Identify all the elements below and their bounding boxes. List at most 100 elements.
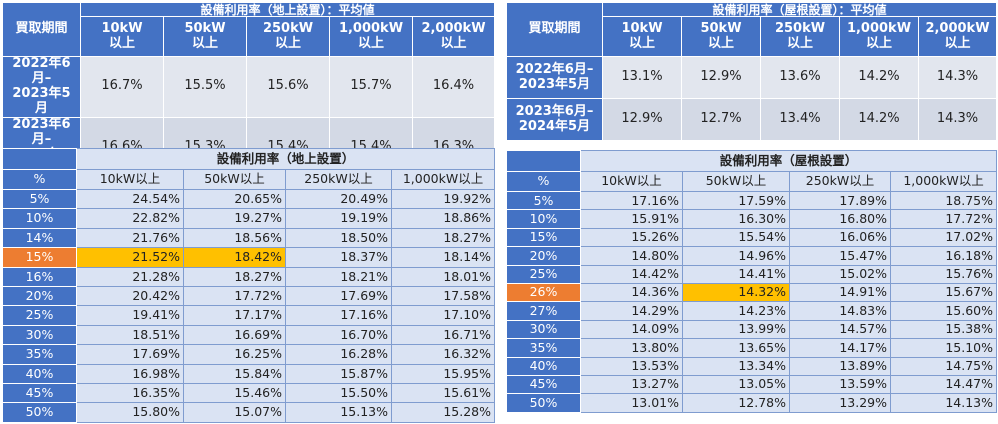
data-row: 30% 18.51% 16.69% 16.70% 16.71% [2,324,496,346]
row-header: 30% [506,319,581,340]
column-header: 10kW以上 [580,171,683,192]
cell: 22.82% [76,208,184,229]
cell: 14.2% [839,98,919,141]
cell: 18.42% [183,247,286,268]
title-row: 設備利用率（地上設置） [2,148,496,170]
cell: 13.80% [580,338,683,358]
data-row: 35% 13.80% 13.65% 14.17% 15.10% [506,338,998,358]
cell: 20.42% [76,285,184,307]
cell: 14.96% [682,246,790,266]
data-row: 25% 14.42% 14.41% 15.02% 15.76% [506,264,998,284]
cell: 17.72% [889,209,998,229]
cell: 14.17% [789,338,891,358]
row-header: 5% [506,190,581,211]
cell: 13.59% [789,374,891,395]
cell: 19.19% [285,208,392,229]
data-row: 2022年6月– 2023年5月 13.1% 12.9% 13.6% 14.2% 14.3… [506,56,997,99]
row-header: 16% [2,266,77,287]
cell: 18.14% [390,247,496,268]
cell: 15.28% [390,402,496,423]
header-row: % 10kW以上 50kW以上 250kW以上 1,000kW以上 [506,171,998,192]
cell: 18.27% [183,266,286,287]
cell: 16.35% [76,382,184,404]
cell: 12.78% [682,393,790,413]
data-row: 10% 15.91% 16.30% 16.80% 17.72% [506,209,998,229]
column-header: 50kW以上 [682,171,790,192]
cell: 15.38% [889,319,998,340]
cell: 14.29% [580,301,683,321]
row-header: 35% [506,338,581,358]
cell: 16.18% [889,246,998,266]
row-header: 50% [506,393,581,413]
cell: 15.13% [285,402,392,423]
table-title: 設備利用率（屋根設置） [579,150,998,172]
cell: 17.16% [580,190,683,211]
cell: 17.10% [390,305,496,326]
cell: 13.34% [682,356,790,376]
cell: 14.80% [580,246,683,266]
cell: 14.3% [918,98,997,141]
cell: 13.29% [789,393,891,413]
cell: 19.41% [76,305,184,326]
group-title: 設備利用率（屋根設置）：平均値 [602,2,997,17]
cell: 16.32% [390,344,496,365]
summary-table: 買取期間 設備利用率（地上設置）：平均値 10kW 以上 50kW 以上 250kW 以… [2,2,495,179]
corner-header: 買取期間 [506,2,603,57]
data-row: 30% 14.09% 13.99% 14.57% 15.38% [506,319,998,340]
cell: 16.71% [390,324,496,346]
row-header: 5% [2,188,77,210]
cell: 13.6% [760,56,840,99]
cell: 16.4% [412,56,495,118]
cell: 24.54% [76,188,184,210]
data-row: 20% 14.80% 14.96% 15.47% 16.18% [506,246,998,266]
row-header: 45% [506,374,581,395]
cell: 19.92% [390,188,496,210]
cell: 15.91% [580,209,683,229]
cell: 18.01% [390,266,496,287]
row-header: 2023年6月– 2024年5月 [506,98,603,141]
cell: 12.9% [681,56,761,99]
cell: 14.91% [789,282,891,303]
cell: 15.26% [580,227,683,248]
cell: 14.13% [889,393,998,413]
cell: 20.65% [183,188,286,210]
cell: 13.27% [580,374,683,395]
cell: 14.23% [682,301,790,321]
cell: 18.51% [76,324,184,346]
data-row: 45% 13.27% 13.05% 13.59% 14.47% [506,374,998,395]
row-header: 40% [506,356,581,376]
cell: 13.01% [580,393,683,413]
cell: 18.37% [285,247,392,268]
column-header: 250kW 以上 [760,16,840,57]
cell: 15.67% [889,282,998,303]
data-row: 14% 21.76% 18.56% 18.50% 18.27% [2,227,496,249]
data-row: 10% 22.82% 19.27% 19.19% 18.86% [2,208,496,229]
column-header: 2,000kW 以上 [412,16,495,57]
cell: 12.9% [602,98,682,141]
cell: 17.69% [76,344,184,365]
column-header: 10kW 以上 [602,16,682,57]
row-header: 25% [506,264,581,284]
cell: 14.2% [839,56,919,99]
row-header: 20% [506,246,581,266]
cell: 16.70% [285,324,392,346]
data-row: 27% 14.29% 14.23% 14.83% 15.60% [506,301,998,321]
row-header: 26% [506,282,581,303]
data-row: 26% 14.36% 14.32% 14.91% 15.67% [506,282,998,303]
cell: 14.57% [789,319,891,340]
cell: 15.46% [183,382,286,404]
data-row: 50% 13.01% 12.78% 13.29% 14.13% [506,393,998,413]
cell: 15.84% [183,363,286,384]
cell: 17.17% [183,305,286,326]
cell: 14.41% [682,264,790,284]
cell: 15.02% [789,264,891,284]
cell: 16.25% [183,344,286,365]
cell: 15.80% [76,402,184,423]
blank-cell [506,150,581,172]
column-header: 2,000kW 以上 [918,16,997,57]
corner-header: % [506,171,581,192]
data-row: 16% 21.28% 18.27% 18.21% 18.01% [2,266,496,287]
column-header: 1,000kW以上 [390,169,496,190]
data-row: 15% 21.52% 18.42% 18.37% 18.14% [2,247,496,268]
